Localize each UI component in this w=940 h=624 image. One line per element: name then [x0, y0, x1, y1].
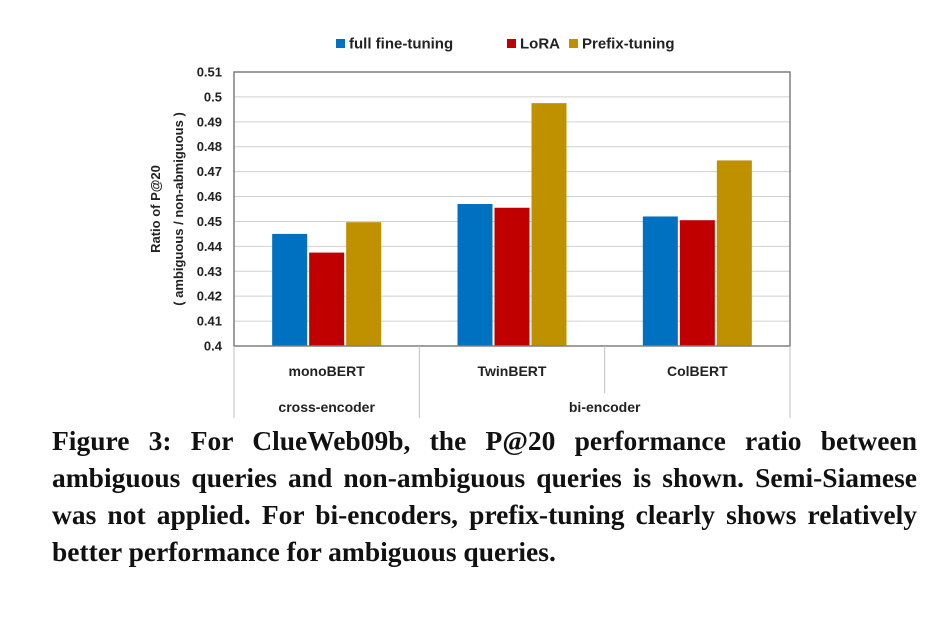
y-tick-label: 0.5 — [204, 89, 222, 104]
y-tick-label: 0.51 — [197, 65, 222, 80]
legend: full fine-tuning LoRA Prefix-tuning — [336, 36, 675, 53]
bar — [457, 204, 493, 346]
category-axis: monoBERT TwinBERT ColBERT cross-encoder bi-e… — [278, 363, 728, 415]
bar — [494, 207, 530, 346]
y-tick-label: 0.42 — [197, 289, 222, 304]
y-axis-title: Ratio of P@20 — [148, 165, 163, 253]
legend-label: full fine-tuning — [349, 36, 453, 53]
legend-swatch — [569, 39, 578, 48]
y-tick-label: 0.47 — [197, 164, 222, 179]
bar — [346, 222, 382, 346]
y-tick-label: 0.41 — [197, 314, 222, 329]
y-tick-label: 0.43 — [197, 264, 222, 279]
y-axis-subtitle: ( ambiguous / non-abmiguous ) — [171, 112, 186, 306]
y-tick-labels: 0.4 0.41 0.42 0.43 0.44 0.45 0.46 0.47 0.48 0.49 0… — [197, 65, 223, 354]
bar — [531, 103, 567, 347]
group-label: cross-encoder — [278, 399, 375, 415]
category-label: monoBERT — [289, 363, 366, 379]
bars — [272, 103, 752, 347]
y-tick-label: 0.45 — [197, 214, 222, 229]
plot-border — [233, 71, 791, 347]
y-tick-label: 0.4 — [204, 339, 223, 354]
bar — [309, 252, 345, 346]
legend-label: Prefix-tuning — [582, 36, 675, 53]
axes — [233, 71, 791, 418]
bar — [272, 233, 308, 346]
figure-caption: Figure 3: For ClueWeb09b, the P@20 perfo… — [52, 425, 917, 567]
category-label: TwinBERT — [478, 363, 547, 379]
bar — [716, 160, 752, 346]
legend-swatch — [336, 39, 345, 48]
legend-swatch — [507, 39, 516, 48]
y-tick-label: 0.49 — [197, 114, 222, 129]
legend-label: LoRA — [520, 36, 560, 53]
y-tick-label: 0.48 — [197, 139, 222, 154]
category-label: ColBERT — [667, 363, 728, 379]
bar — [642, 216, 678, 346]
y-tick-label: 0.44 — [197, 239, 223, 254]
group-label: bi-encoder — [569, 399, 641, 415]
y-tick-label: 0.46 — [197, 189, 222, 204]
bar-chart: 0.4 0.41 0.42 0.43 0.44 0.45 0.46 0.47 0.48 0.49 0… — [148, 36, 791, 418]
bar — [679, 220, 715, 346]
